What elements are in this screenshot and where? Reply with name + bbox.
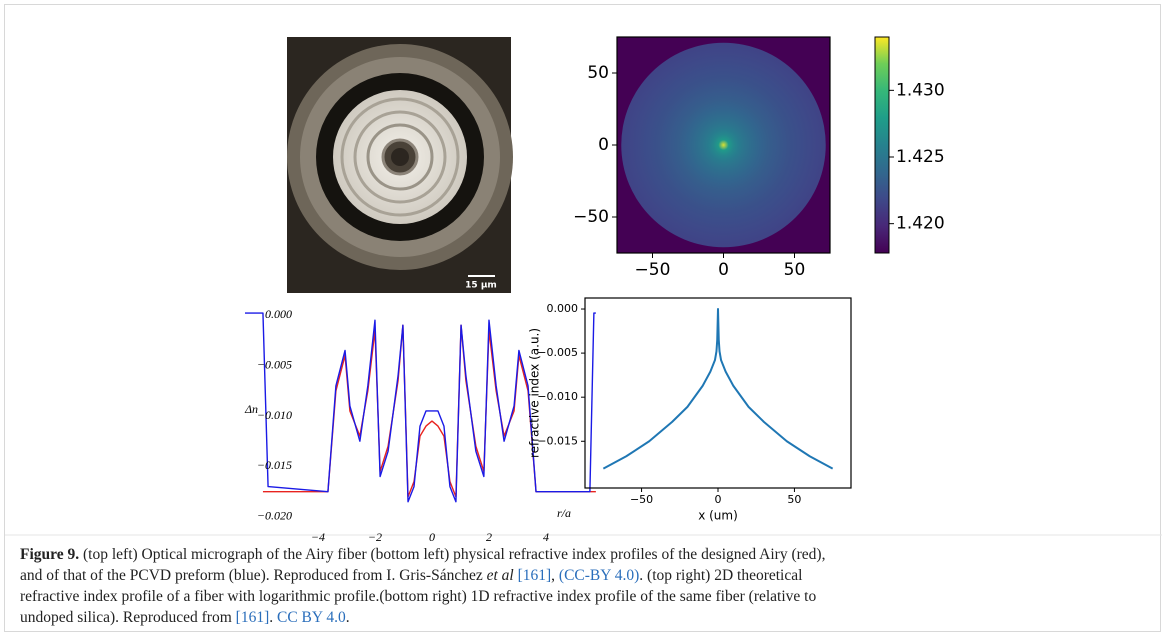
- figure-frame: [4, 4, 1161, 632]
- x-tick-label: 0: [718, 260, 729, 280]
- citation-link[interactable]: [161]: [235, 609, 270, 626]
- colorbar-tick-label: 1.425: [896, 147, 945, 167]
- x-tick-label: −50: [630, 493, 653, 506]
- colorbar-tick-label: 1.420: [896, 214, 945, 234]
- y-tick-label: −0.015: [537, 434, 578, 447]
- y-tick-label: −0.005: [257, 357, 292, 371]
- y-axis-label: refractive index (a.u.): [528, 328, 542, 458]
- y-tick-label: 0.000: [265, 307, 292, 321]
- caption-text: .: [345, 609, 350, 626]
- x-tick-label: 4: [543, 530, 549, 544]
- citation-link[interactable]: [161]: [517, 567, 552, 584]
- colorbar-tick-label: 1.430: [896, 80, 945, 100]
- caption-label: Figure 9.: [20, 546, 80, 563]
- y-tick-label: −0.010: [257, 408, 292, 422]
- series-line: [244, 312, 596, 503]
- core-center-dark: [391, 148, 409, 166]
- caption-text: . (top right) 2D theoretical: [639, 567, 803, 584]
- x-tick-label: −4: [311, 530, 325, 544]
- series-line: [602, 308, 834, 470]
- caption-text: et al: [486, 567, 514, 584]
- core-ring: [366, 123, 434, 191]
- x-axis-label: x (um): [698, 509, 738, 523]
- y-tick-label: −0.015: [257, 458, 292, 472]
- x-axis-label: r/a: [557, 506, 571, 520]
- core-ring: [353, 110, 447, 204]
- caption-text: ,: [551, 567, 559, 584]
- x-tick-label: 50: [784, 260, 806, 280]
- y-tick-label: 0.000: [547, 302, 579, 315]
- caption-text: (top left) Optical micrograph of the Air…: [79, 546, 826, 563]
- caption-text: undoped silica). Reproduced from: [20, 609, 236, 626]
- x-tick-label: 0: [715, 493, 722, 506]
- y-tick-label: −0.010: [537, 390, 578, 403]
- y-axis-label: Δn: [244, 402, 258, 416]
- license-link[interactable]: CC BY 4.0: [276, 609, 346, 626]
- x-tick-label: −50: [635, 260, 671, 280]
- x-tick-label: 50: [787, 493, 801, 506]
- micrograph: 15 µm: [287, 37, 513, 293]
- y-tick-label: 50: [587, 63, 609, 83]
- colorbar: [874, 36, 890, 254]
- scale-bar-label: 15 µm: [465, 281, 497, 291]
- fiber-core-map: [621, 42, 826, 248]
- x-tick-label: 2: [486, 530, 492, 544]
- y-tick-label: −0.020: [257, 509, 292, 523]
- x-tick-label: 0: [429, 530, 435, 544]
- x-tick-label: −2: [368, 530, 382, 544]
- core-ring: [340, 97, 460, 217]
- license-link[interactable]: (CC-BY 4.0): [558, 567, 640, 584]
- y-tick-label: −50: [573, 207, 609, 227]
- caption-text: .: [269, 609, 277, 626]
- caption: Figure 9. (top left) Optical micrograph …: [20, 544, 1150, 628]
- caption-text: and of that of the PCVD preform (blue). …: [20, 567, 487, 584]
- caption-text: refractive index profile of a fiber with…: [20, 588, 817, 605]
- y-tick-label: −0.005: [537, 346, 578, 359]
- y-tick-label: 0: [598, 135, 609, 155]
